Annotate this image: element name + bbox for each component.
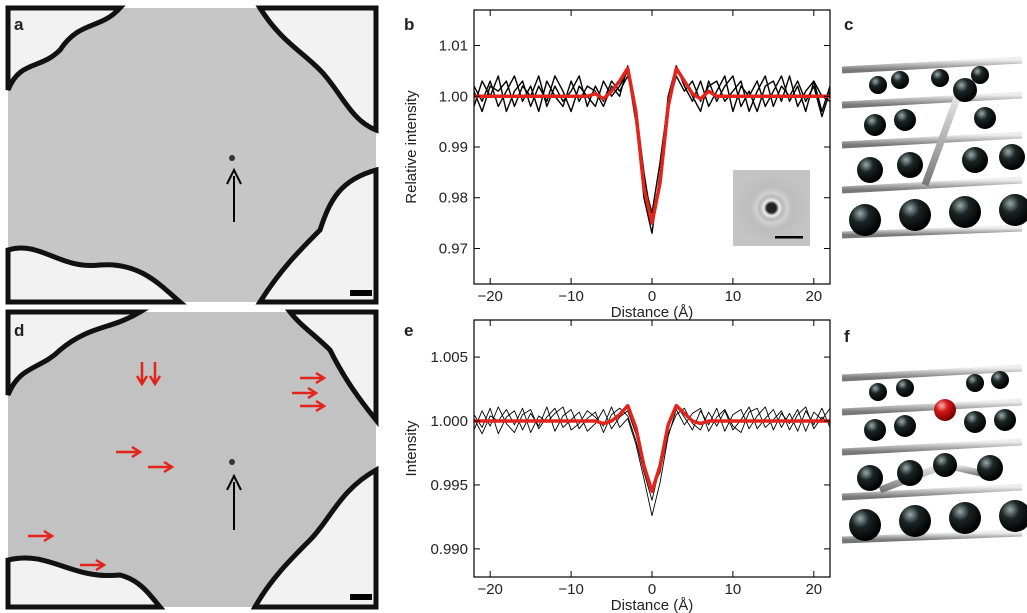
y-tick-label: 1.005 [430,349,468,366]
micrograph-d [5,309,379,610]
x-tick-label: 10 [725,288,742,305]
x-tick-label: 0 [648,581,656,598]
x-axis-label: Distance (Å) [611,597,694,613]
plot-area [474,65,830,234]
y-tick-label: 1.00 [439,88,468,105]
x-tick-label: 20 [805,288,822,305]
y-axis-label: Relative intensity [403,90,420,204]
panel-label: e [404,321,413,340]
y-tick-label: 0.98 [439,190,468,207]
y-tick-label: 1.000 [430,413,468,430]
y-tick-label: 0.995 [430,477,468,494]
model-f [841,350,1027,548]
x-tick-label: 0 [648,288,656,305]
data-line [474,403,830,494]
panel-label: d [14,321,24,340]
y-tick-label: 0.97 [439,240,468,257]
x-tick-label: −10 [558,288,583,305]
panel-label: b [404,15,414,34]
x-tick-label: −20 [477,581,502,598]
plot-area [474,403,830,517]
y-tick-label: 0.99 [439,139,468,156]
y-tick-label: 0.990 [430,541,468,558]
panel-label: c [844,15,853,34]
panel-label: a [14,15,24,34]
micrograph-a [5,5,379,305]
x-tick-label: −20 [477,288,502,305]
inset-image [733,170,810,246]
data-line [474,66,830,225]
x-tick-label: −10 [558,581,583,598]
model-c [841,45,1027,243]
y-axis-label: Intensity [403,420,420,476]
plot-frame [473,319,831,578]
x-axis-label: Distance (Å) [611,304,694,321]
panel-label: f [844,327,850,346]
x-tick-label: 10 [725,581,742,598]
x-tick-label: 20 [805,581,822,598]
y-tick-label: 1.01 [439,38,468,55]
data-line [474,70,830,214]
